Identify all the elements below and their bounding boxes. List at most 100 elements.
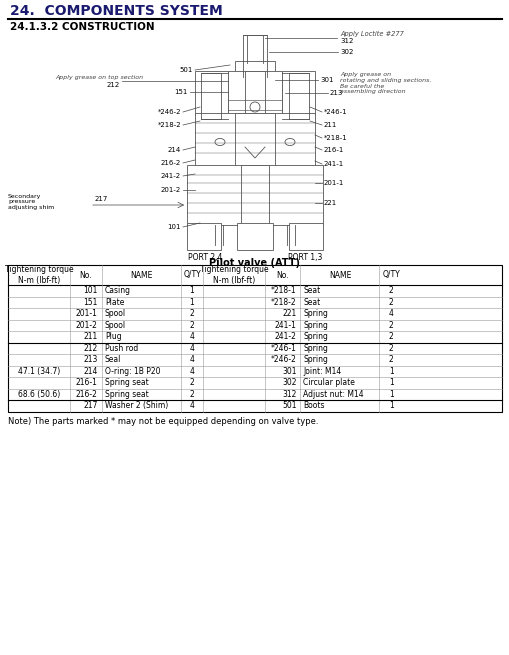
Text: *218-1: *218-1 [270, 286, 296, 295]
Bar [235, 61, 274, 77]
Text: Plug: Plug [105, 332, 121, 341]
Text: 2: 2 [388, 286, 393, 295]
Text: 216-1: 216-1 [76, 378, 98, 387]
Text: Spring: Spring [303, 332, 328, 341]
Bar [8, 265, 501, 411]
Text: NAME: NAME [328, 271, 351, 280]
Text: Apply grease on
rotating and sliding sections.
Be careful the
assembling directi: Apply grease on rotating and sliding sec… [340, 72, 431, 94]
Text: *246-2: *246-2 [157, 109, 181, 115]
Text: 201-1: 201-1 [323, 180, 344, 186]
Text: Joint: M14: Joint: M14 [303, 367, 341, 376]
Text: 4: 4 [189, 332, 194, 341]
Text: 2: 2 [388, 344, 393, 353]
Text: 216-2: 216-2 [76, 390, 98, 399]
Text: O-ring: 1B P20: O-ring: 1B P20 [105, 367, 160, 376]
Text: Q/TY: Q/TY [183, 271, 201, 280]
Text: Spring: Spring [303, 321, 328, 329]
Text: *218-1: *218-1 [323, 135, 347, 141]
Text: 221: 221 [323, 200, 336, 206]
Text: 301: 301 [319, 77, 333, 83]
Text: 2: 2 [189, 390, 194, 399]
Text: 1: 1 [189, 298, 194, 307]
Text: 2: 2 [388, 332, 393, 341]
Text: Spring: Spring [303, 355, 328, 364]
Text: 4: 4 [189, 367, 194, 376]
Text: PORT 1,3: PORT 1,3 [287, 253, 322, 262]
Bar [194, 71, 228, 115]
Text: *246-1: *246-1 [270, 344, 296, 353]
Text: 2: 2 [189, 321, 194, 329]
Text: 1: 1 [388, 367, 393, 376]
Text: 221: 221 [281, 309, 296, 318]
Text: 2: 2 [388, 298, 393, 307]
Text: Spring seat: Spring seat [105, 378, 148, 387]
Text: Circular plate: Circular plate [303, 378, 355, 387]
Text: 201-2: 201-2 [76, 321, 98, 329]
Bar [237, 223, 272, 250]
Text: 213: 213 [83, 355, 98, 364]
Text: 212: 212 [106, 82, 120, 88]
Text: Note) The parts marked * may not be equipped depending on valve type.: Note) The parts marked * may not be equi… [8, 417, 318, 426]
Text: Casing: Casing [105, 286, 131, 295]
Text: Spool: Spool [105, 321, 126, 329]
Bar [241, 165, 268, 225]
Text: Washer 2 (Shim): Washer 2 (Shim) [105, 402, 168, 410]
Text: NAME: NAME [130, 271, 152, 280]
Text: 101: 101 [167, 224, 181, 230]
Text: 2: 2 [388, 321, 393, 329]
Bar [242, 35, 267, 63]
Bar [281, 71, 315, 115]
Text: *246-1: *246-1 [323, 109, 347, 115]
Text: *246-2: *246-2 [270, 355, 296, 364]
Text: Q/TY: Q/TY [382, 271, 400, 280]
Text: 24.1.3.2 CONSTRUCTION: 24.1.3.2 CONSTRUCTION [10, 22, 154, 32]
Text: 302: 302 [281, 378, 296, 387]
Bar [235, 113, 274, 167]
Text: Pilot valve (ATT): Pilot valve (ATT) [209, 258, 300, 268]
Bar [289, 223, 322, 250]
Text: 312: 312 [281, 390, 296, 399]
Text: 501: 501 [179, 67, 192, 73]
Text: 4: 4 [189, 355, 194, 364]
Text: 101: 101 [83, 286, 98, 295]
Text: Spring: Spring [303, 344, 328, 353]
Text: 214: 214 [167, 147, 181, 153]
Text: Spring seat: Spring seat [105, 390, 148, 399]
Text: No.: No. [276, 271, 289, 280]
Text: 1: 1 [388, 402, 393, 410]
Text: 216-1: 216-1 [323, 147, 344, 153]
Text: 211: 211 [323, 122, 337, 128]
Text: Seat: Seat [303, 286, 320, 295]
Text: Boots: Boots [303, 402, 324, 410]
Text: Push rod: Push rod [105, 344, 138, 353]
Text: 213: 213 [329, 90, 343, 96]
Text: Spring: Spring [303, 309, 328, 318]
Text: Seal: Seal [105, 355, 121, 364]
Text: 1: 1 [388, 390, 393, 399]
Text: 302: 302 [340, 49, 353, 55]
Text: 217: 217 [83, 402, 98, 410]
Text: 24.  COMPONENTS SYSTEM: 24. COMPONENTS SYSTEM [10, 4, 222, 18]
Text: Tightening torque
N-m (lbf-ft): Tightening torque N-m (lbf-ft) [200, 265, 268, 285]
Text: 214: 214 [83, 367, 98, 376]
Text: 4: 4 [388, 309, 393, 318]
Text: Apply Loctite #277: Apply Loctite #277 [340, 31, 403, 37]
Text: 68.6 (50.6): 68.6 (50.6) [18, 390, 60, 399]
Bar [194, 113, 315, 167]
Text: *218-2: *218-2 [157, 122, 181, 128]
Text: 217: 217 [95, 196, 108, 202]
Text: PORT 2,4: PORT 2,4 [187, 253, 222, 262]
Text: 312: 312 [340, 38, 353, 44]
Text: 241-1: 241-1 [323, 161, 344, 167]
Text: 241-1: 241-1 [274, 321, 296, 329]
Text: Plate: Plate [105, 298, 124, 307]
Text: Adjust nut: M14: Adjust nut: M14 [303, 390, 363, 399]
Text: Tightening torque
N-m (lbf-ft): Tightening torque N-m (lbf-ft) [5, 265, 73, 285]
Text: 241-2: 241-2 [160, 173, 181, 179]
Text: 212: 212 [83, 344, 98, 353]
Bar [228, 71, 281, 127]
Text: 1: 1 [388, 378, 393, 387]
Text: 501: 501 [281, 402, 296, 410]
Text: 211: 211 [83, 332, 98, 341]
Text: 201-1: 201-1 [76, 309, 98, 318]
